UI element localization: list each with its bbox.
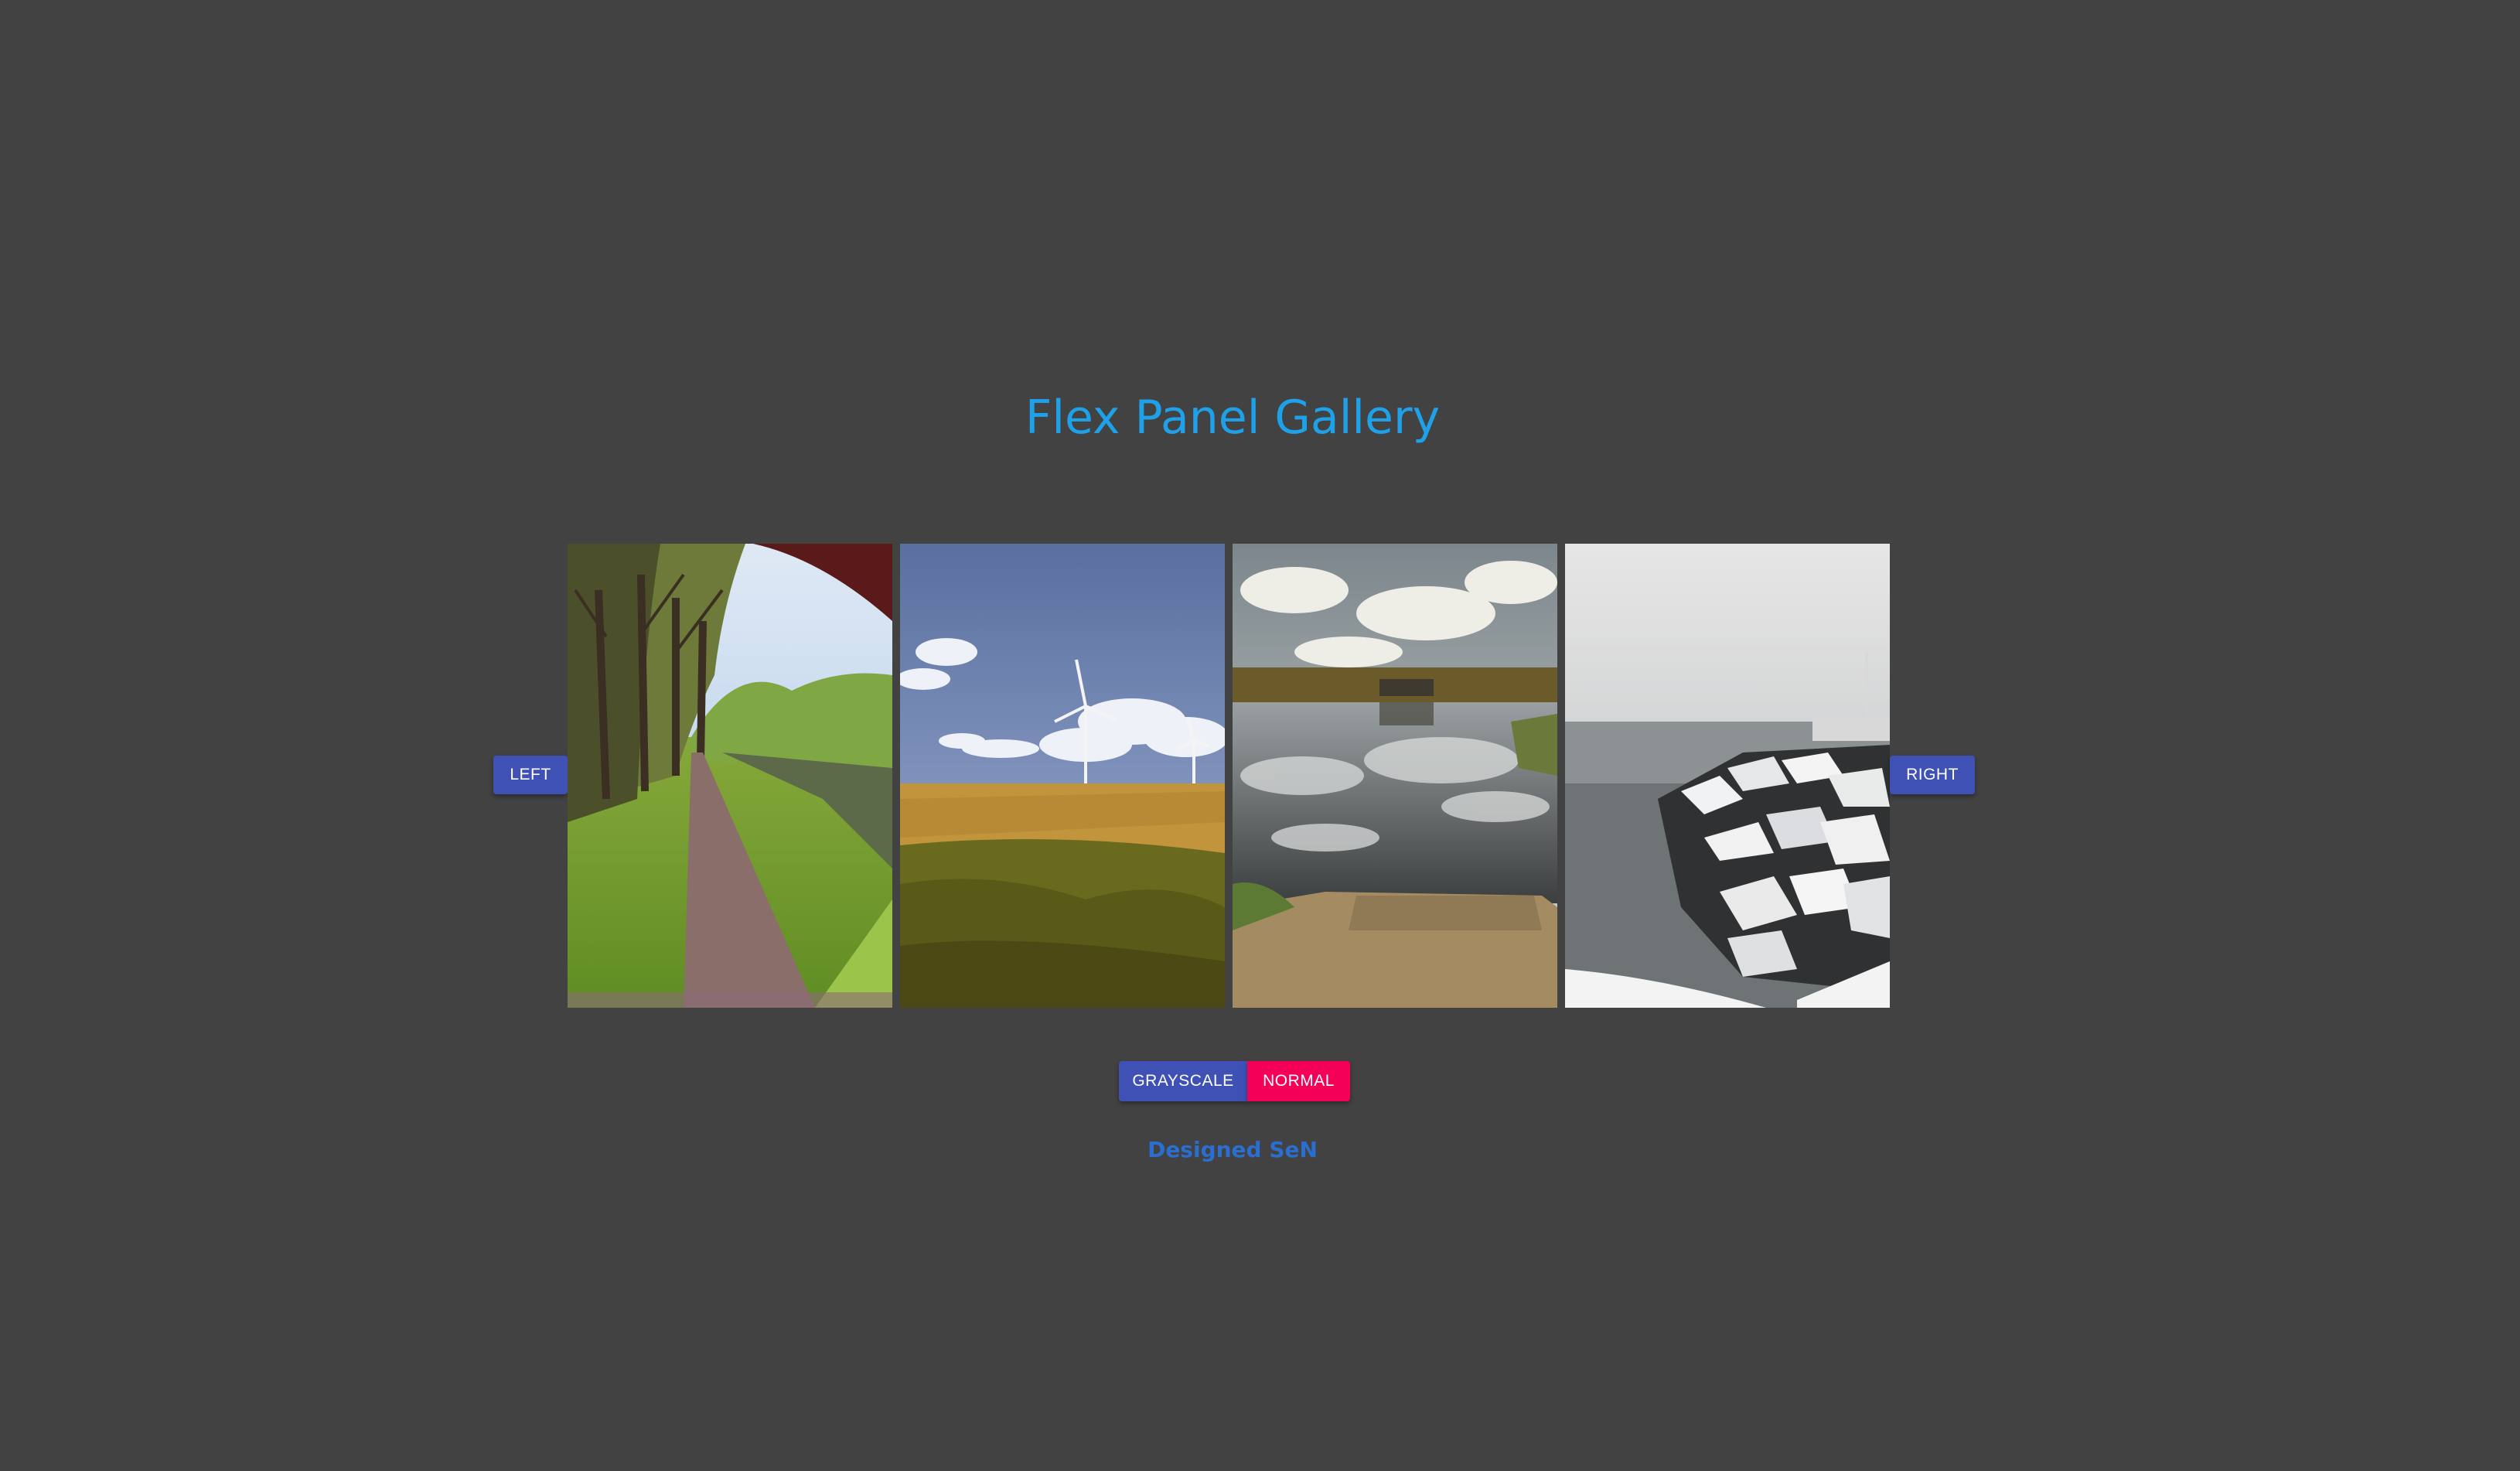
- left-button[interactable]: LEFT: [493, 756, 568, 794]
- gallery-panel-rocks[interactable]: [1565, 544, 1890, 1008]
- gallery-panel-path[interactable]: [568, 544, 892, 1008]
- lake-image: [1233, 544, 1557, 1008]
- footer-credit: Designed SeN: [1147, 1137, 1318, 1162]
- rocks-image: [1565, 544, 1890, 1008]
- path-image: [568, 544, 892, 1008]
- field-image: [900, 544, 1225, 1008]
- page-title: Flex Panel Gallery: [1025, 391, 1441, 445]
- normal-button[interactable]: NORMAL: [1247, 1061, 1350, 1101]
- gallery-panel-field[interactable]: [900, 544, 1225, 1008]
- gallery-panel-lake[interactable]: [1233, 544, 1557, 1008]
- grayscale-button[interactable]: GRAYSCALE: [1119, 1061, 1247, 1101]
- gallery: [568, 544, 1890, 1008]
- right-button[interactable]: RIGHT: [1890, 756, 1975, 794]
